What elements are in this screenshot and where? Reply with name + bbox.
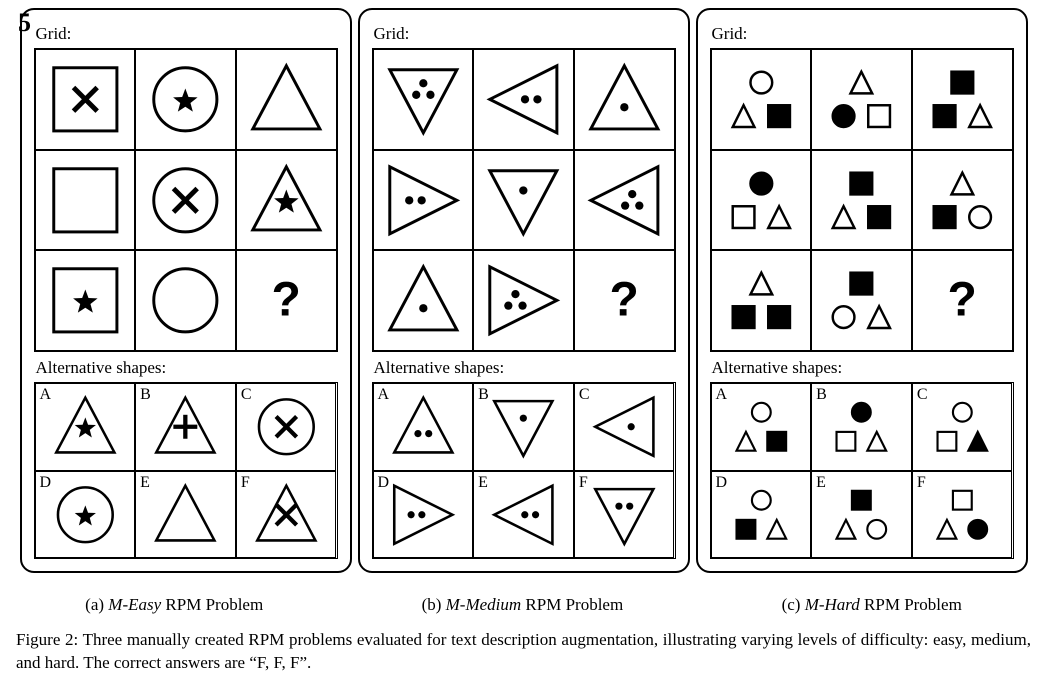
grid-c-cell-4 bbox=[811, 150, 912, 251]
grid-a-cell-4 bbox=[135, 150, 236, 251]
alt-b-E: E bbox=[473, 471, 574, 559]
grid-b-cell-1 bbox=[473, 49, 574, 150]
alt-a-C: C bbox=[236, 383, 337, 471]
grid-label-c: Grid: bbox=[712, 24, 1014, 44]
alt-c-F: F bbox=[912, 471, 1013, 559]
alt-b-D: D bbox=[373, 471, 474, 559]
panel-c: Grid: ? Alternative shapes: ABC DEF bbox=[696, 8, 1028, 573]
grid-b: ? bbox=[372, 48, 676, 352]
grid-b-cell-5 bbox=[574, 150, 675, 251]
alt-a-F: F bbox=[236, 471, 337, 559]
alt-b-C: C bbox=[574, 383, 675, 471]
grid-a-cell-5 bbox=[236, 150, 337, 251]
grid-a-cell-2 bbox=[236, 49, 337, 150]
alt-b-F: F bbox=[574, 471, 675, 559]
alt-a: ABC DEF bbox=[34, 382, 338, 559]
alt-label-a: Alternative shapes: bbox=[36, 358, 338, 378]
grid-b-cell-0 bbox=[373, 49, 474, 150]
alt-label-b: Alternative shapes: bbox=[374, 358, 676, 378]
grid-a-cell-7 bbox=[135, 250, 236, 351]
grid-b-cell-3 bbox=[373, 150, 474, 251]
grid-a-cell-3 bbox=[35, 150, 136, 251]
grid-c-cell-7 bbox=[811, 250, 912, 351]
grid-a-cell-0 bbox=[35, 49, 136, 150]
alt-c-C: C bbox=[912, 383, 1013, 471]
alt-c-D: D bbox=[711, 471, 812, 559]
grid-b-cell-6 bbox=[373, 250, 474, 351]
grid-c-cell-3 bbox=[711, 150, 812, 251]
alt-c: ABC DEF bbox=[710, 382, 1014, 559]
grid-label-b: Grid: bbox=[374, 24, 676, 44]
page-number: 5 bbox=[18, 8, 31, 38]
alt-c-B: B bbox=[811, 383, 912, 471]
figure-panels: Grid: ? Alternative shapes: ABCDEF Grid:… bbox=[6, 8, 1041, 573]
subcaptions: (a) M-Easy RPM Problem (b) M-Medium RPM … bbox=[6, 595, 1041, 615]
grid-c-cell-2 bbox=[912, 49, 1013, 150]
subcaption-b: (b) M-Medium RPM Problem bbox=[422, 595, 624, 615]
panel-b: Grid: ? Alternative shapes: ABC DEF bbox=[358, 8, 690, 573]
alt-label-c: Alternative shapes: bbox=[712, 358, 1014, 378]
alt-a-A: A bbox=[35, 383, 136, 471]
grid-c-cell-0 bbox=[711, 49, 812, 150]
grid-b-cell-4 bbox=[473, 150, 574, 251]
figure-caption: Figure 2: Three manually created RPM pro… bbox=[16, 629, 1031, 675]
grid-a: ? bbox=[34, 48, 338, 352]
alt-a-D: D bbox=[35, 471, 136, 559]
grid-label-a: Grid: bbox=[36, 24, 338, 44]
grid-c-question: ? bbox=[912, 250, 1013, 351]
grid-b-cell-2 bbox=[574, 49, 675, 150]
grid-a-cell-1 bbox=[135, 49, 236, 150]
grid-a-cell-6 bbox=[35, 250, 136, 351]
grid-c-cell-5 bbox=[912, 150, 1013, 251]
grid-b-question: ? bbox=[574, 250, 675, 351]
alt-b: ABC DEF bbox=[372, 382, 676, 559]
alt-a-E: E bbox=[135, 471, 236, 559]
grid-c: ? bbox=[710, 48, 1014, 352]
panel-a: Grid: ? Alternative shapes: ABC DEF bbox=[20, 8, 352, 573]
subcaption-a: (a) M-Easy RPM Problem bbox=[85, 595, 263, 615]
alt-b-B: B bbox=[473, 383, 574, 471]
subcaption-c: (c) M-Hard RPM Problem bbox=[782, 595, 962, 615]
grid-c-cell-1 bbox=[811, 49, 912, 150]
grid-c-cell-6 bbox=[711, 250, 812, 351]
grid-b-cell-7 bbox=[473, 250, 574, 351]
alt-b-A: A bbox=[373, 383, 474, 471]
alt-c-A: A bbox=[711, 383, 812, 471]
alt-c-E: E bbox=[811, 471, 912, 559]
grid-a-question: ? bbox=[236, 250, 337, 351]
alt-a-B: B bbox=[135, 383, 236, 471]
